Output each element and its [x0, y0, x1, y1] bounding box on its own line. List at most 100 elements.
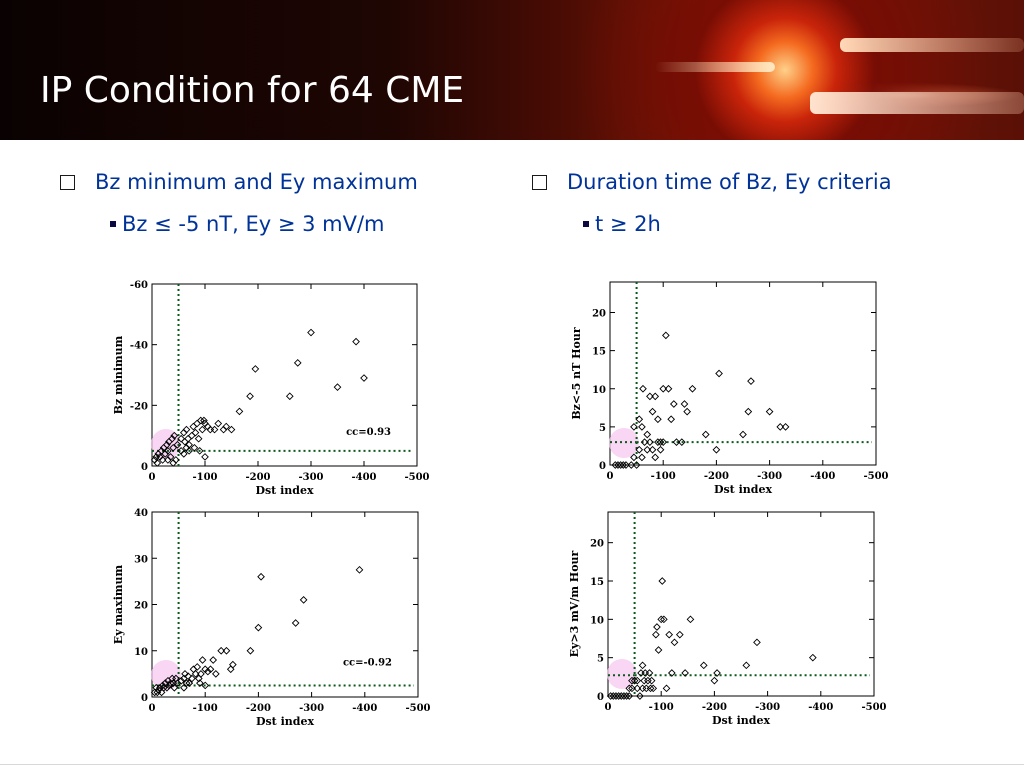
x-tick-label: -100	[651, 471, 676, 482]
data-point	[635, 415, 644, 424]
bz-duration-scatter-plot: 0 -100 -200 -300 -400 -500 0 5 10 15 20 Dst index Bz…	[570, 281, 889, 496]
data-point	[198, 425, 207, 434]
data-point	[627, 461, 636, 469]
data-point	[710, 676, 719, 685]
data-point	[333, 383, 342, 391]
data-point	[619, 461, 628, 469]
data-point	[665, 630, 674, 639]
data-point	[180, 683, 188, 692]
data-point	[633, 676, 642, 685]
data-point	[662, 684, 671, 693]
y-tick-label: 10	[590, 615, 604, 626]
x-tick-label: -200	[704, 471, 729, 482]
data-point	[656, 438, 665, 446]
data-point	[229, 660, 237, 669]
data-point	[161, 450, 170, 458]
checkbox-bullet-icon	[532, 174, 547, 190]
data-point	[182, 425, 191, 434]
x-tick-label: 0	[149, 703, 156, 714]
data-point	[222, 422, 231, 431]
y-tick-label: 40	[134, 508, 148, 519]
y-tick-label: 0	[599, 461, 606, 472]
data-point	[184, 672, 193, 681]
plot-frame	[151, 511, 419, 698]
data-point	[182, 679, 191, 687]
data-point	[299, 596, 308, 604]
data-point	[196, 416, 205, 425]
data-point	[654, 438, 662, 446]
data-point	[739, 430, 747, 439]
data-point	[657, 615, 666, 624]
highlight-region	[609, 428, 639, 458]
data-point	[210, 425, 219, 434]
x-axis-label: Dst index	[714, 483, 773, 496]
data-point	[625, 692, 634, 700]
data-point	[614, 461, 622, 469]
data-point	[191, 670, 200, 678]
y-tick-label: 0	[597, 692, 604, 703]
ey-duration-scatter-plot: 0 -100 -200 -300 -400 -500 0 5 10 15 20 Dst index Ey…	[570, 511, 887, 727]
data-point	[680, 400, 689, 408]
data-point	[201, 681, 210, 690]
y-tick-label: -60	[130, 280, 148, 291]
x-tick-label: -500	[404, 472, 429, 483]
left-bullet: Bz minimum and Ey maximum	[60, 170, 418, 194]
data-point	[667, 415, 676, 424]
data-point	[638, 453, 646, 462]
data-point	[628, 684, 636, 693]
data-point	[177, 676, 186, 685]
y-tick-label: 5	[599, 423, 606, 434]
correlation-annotation: cc=-0.92	[343, 658, 392, 669]
data-point	[254, 623, 263, 632]
data-point	[293, 359, 302, 367]
data-point	[291, 619, 300, 627]
plot-frame	[607, 511, 875, 697]
data-point	[206, 665, 215, 674]
data-point	[753, 638, 761, 647]
highlight-region	[607, 659, 637, 689]
data-point	[635, 445, 644, 454]
y-tick-label: 0	[141, 462, 148, 473]
data-point	[614, 692, 623, 700]
data-point	[169, 443, 178, 452]
square-bullet-icon	[583, 221, 589, 227]
y-tick-label: 0	[141, 693, 148, 704]
data-point	[643, 445, 652, 454]
data-point	[612, 692, 620, 700]
data-point	[606, 692, 615, 700]
data-point	[808, 653, 817, 662]
x-axis-label: Dst index	[712, 714, 771, 727]
data-point	[201, 453, 209, 461]
data-point	[670, 638, 679, 647]
data-point	[699, 661, 708, 670]
data-point	[636, 692, 644, 700]
data-point	[648, 407, 657, 416]
data-point	[179, 428, 188, 437]
data-point	[638, 423, 646, 431]
data-point	[190, 443, 199, 452]
data-point	[158, 681, 167, 690]
data-point	[154, 686, 163, 694]
left-sub-bullet: Bz ≤ -5 nT, Ey ≥ 3 mV/m	[110, 212, 385, 236]
data-point	[611, 461, 620, 469]
data-point	[712, 445, 721, 454]
data-point	[646, 438, 654, 446]
data-point	[214, 419, 223, 428]
bz-minimum-scatter-plot: 0 -100 -200 -300 -400 -500 0 -20 -40 -60 cc=0.93 Ds…	[112, 280, 430, 497]
data-point	[628, 676, 636, 685]
data-point	[246, 392, 254, 401]
data-point	[681, 669, 689, 677]
x-tick-label: -100	[193, 703, 218, 714]
data-point	[609, 692, 618, 700]
data-point	[643, 430, 652, 439]
data-point	[164, 456, 172, 464]
data-point	[200, 416, 208, 425]
data-point	[701, 430, 710, 439]
data-point	[630, 453, 638, 462]
y-tick-label: 15	[592, 347, 606, 358]
data-point	[153, 459, 162, 467]
data-point	[742, 661, 751, 670]
data-point	[648, 445, 657, 454]
plot-frame	[609, 281, 877, 466]
data-point	[157, 446, 166, 455]
